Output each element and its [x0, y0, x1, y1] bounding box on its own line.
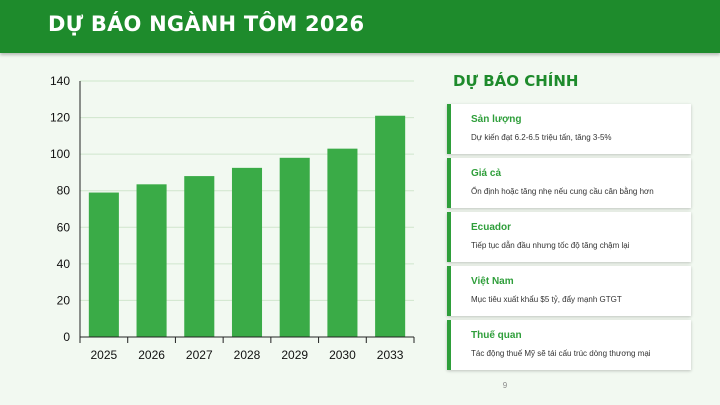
bar [375, 115, 406, 337]
forecast-heading: DỰ BÁO CHÍNH [453, 72, 579, 90]
x-tick-label: 2030 [329, 348, 356, 362]
x-tick-label: 2026 [138, 348, 165, 362]
card-tariff: Thuế quan Tác động thuế Mỹ sẽ tái cấu tr… [447, 320, 691, 370]
bar [184, 176, 215, 337]
bar-chart: 0 20 40 60 80 100 120 140 2025 2026 2027 2028 2029 20… [50, 74, 415, 362]
card-production: Sản lượng Dự kiến đạt 6.2-6.5 triệu tấn,… [447, 104, 691, 154]
bar [231, 167, 263, 337]
y-tick-label: 120 [50, 111, 70, 125]
bar [279, 157, 310, 337]
card-price: Giá cả Ổn định hoặc tăng nhẹ nếu cung cầ… [447, 158, 691, 208]
x-tick-label: 2025 [91, 348, 118, 362]
y-tick-label: 60 [57, 220, 71, 234]
x-tick-label: 2027 [186, 348, 213, 362]
card-title: Giá cả [471, 168, 502, 179]
y-tick-label: 100 [50, 147, 70, 161]
page-number: 9 [502, 381, 508, 390]
bar [136, 184, 167, 337]
page-title: DỰ BÁO NGÀNH TÔM 2026 [48, 12, 365, 36]
card-title: Ecuador [471, 222, 512, 233]
header-bar: DỰ BÁO NGÀNH TÔM 2026 [0, 0, 720, 53]
card-description: Tiếp tục dẫn đầu nhưng tốc độ tăng chậm … [471, 241, 630, 250]
card-vietnam: Việt Nam Mục tiêu xuất khẩu $5 tỷ, đẩy m… [447, 266, 691, 316]
card-description: Mục tiêu xuất khẩu $5 tỷ, đẩy mạnh GTGT [471, 295, 622, 304]
x-tick-label: 2028 [234, 348, 261, 362]
card-title: Thuế quan [471, 330, 522, 341]
card-title: Sản lượng [471, 114, 522, 125]
bar [88, 192, 119, 337]
y-tick-label: 80 [57, 184, 71, 198]
x-tick-label: 2029 [281, 348, 308, 362]
card-description: Tác động thuế Mỹ sẽ tái cấu trúc dòng th… [471, 349, 651, 358]
card-title: Việt Nam [471, 276, 514, 287]
card-description: Ổn định hoặc tăng nhẹ nếu cung cầu cân b… [471, 187, 654, 196]
card-ecuador: Ecuador Tiếp tục dẫn đầu nhưng tốc độ tă… [447, 212, 691, 262]
y-tick-label: 20 [57, 293, 71, 307]
y-tick-label: 40 [57, 257, 71, 271]
bar [327, 148, 358, 337]
x-tick-label: 2033 [377, 348, 404, 362]
card-description: Dự kiến đạt 6.2-6.5 triệu tấn, tăng 3-5% [471, 133, 612, 142]
y-tick-label: 140 [50, 74, 70, 88]
y-tick-label: 0 [63, 330, 70, 344]
